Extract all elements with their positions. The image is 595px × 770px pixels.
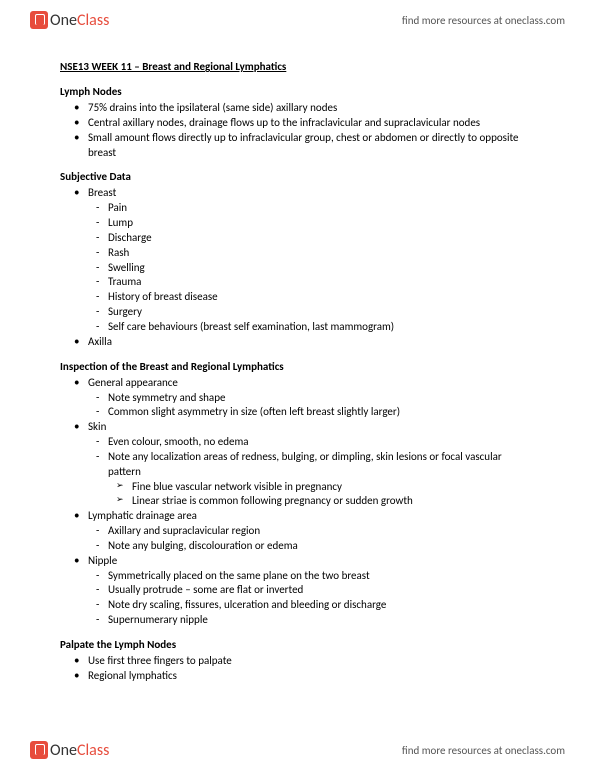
list-item-label: Nipple [88,554,117,567]
list-item: Usually protrude – some are flat or inve… [108,583,535,598]
list-item: History of breast disease [108,290,535,305]
section-header-lymph-nodes: Lymph Nodes [60,85,535,98]
resources-link-top[interactable]: find more resources at oneclass.com [402,14,565,27]
list-item-label: Note any localization areas of redness, … [108,450,502,478]
logo-text-footer: OneClass [50,741,109,760]
list-item: Self care behaviours (breast self examin… [108,320,535,335]
list-item: Common slight asymmetry in size (often l… [108,405,535,420]
nipple-sublist: Symmetrically placed on the same plane o… [88,569,535,628]
list-item: Axilla [88,335,535,350]
list-item: Regional lymphatics [88,669,535,684]
document-title: NSE13 WEEK 11 – Breast and Regional Lymp… [60,60,535,73]
document-content: NSE13 WEEK 11 – Breast and Regional Lymp… [0,40,595,694]
list-item: Fine blue vascular network visible in pr… [132,480,535,495]
list-item: Supernumerary nipple [108,613,535,628]
list-item: Breast Pain Lump Discharge Rash Swelling… [88,186,535,334]
list-item: General appearance Note symmetry and sha… [88,376,535,421]
general-appearance-sublist: Note symmetry and shape Common slight as… [88,391,535,421]
list-item-label: General appearance [88,376,178,389]
lymphatic-drainage-sublist: Axillary and supraclavicular region Note… [88,524,535,554]
list-item: 75% drains into the ipsilateral (same si… [88,101,535,116]
footer-bar: OneClass find more resources at oneclass… [0,730,595,770]
skin-sublist: Even colour, smooth, no edema Note any l… [88,435,535,509]
list-item: Trauma [108,275,535,290]
list-item-label: Breast [88,186,116,199]
list-item: Note any localization areas of redness, … [108,450,535,509]
list-item: Note symmetry and shape [108,391,535,406]
resources-link-bottom[interactable]: find more resources at oneclass.com [402,744,565,757]
list-item: Surgery [108,305,535,320]
subjective-list: Breast Pain Lump Discharge Rash Swelling… [60,186,535,349]
section-header-palpate: Palpate the Lymph Nodes [60,638,535,651]
list-item: Linear striae is common following pregna… [132,494,535,509]
header-bar: OneClass find more resources at oneclass… [0,0,595,40]
list-item: Lump [108,216,535,231]
list-item: Note any bulging, discolouration or edem… [108,539,535,554]
logo: OneClass [30,11,109,30]
list-item-label: Lymphatic drainage area [88,509,197,522]
list-item-label: Skin [88,420,106,433]
list-item: Axillary and supraclavicular region [108,524,535,539]
list-item: Central axillary nodes, drainage flows u… [88,116,535,131]
list-item: Lymphatic drainage area Axillary and sup… [88,509,535,554]
logo-text: OneClass [50,11,109,30]
breast-sublist: Pain Lump Discharge Rash Swelling Trauma… [88,201,535,335]
list-item: Even colour, smooth, no edema [108,435,535,450]
palpate-list: Use first three fingers to palpate Regio… [60,654,535,684]
logo-icon [30,11,48,29]
logo-text-class: Class [77,741,109,760]
logo-icon [30,741,48,759]
logo-footer: OneClass [30,741,109,760]
logo-text-one: One [50,741,77,760]
section-header-inspection: Inspection of the Breast and Regional Ly… [60,360,535,373]
list-item: Pain [108,201,535,216]
list-item: Note dry scaling, fissures, ulceration a… [108,598,535,613]
list-item: Use first three fingers to palpate [88,654,535,669]
lymph-nodes-list: 75% drains into the ipsilateral (same si… [60,101,535,160]
list-item: Rash [108,246,535,261]
logo-text-class: Class [77,11,109,30]
list-item: Nipple Symmetrically placed on the same … [88,554,535,628]
logo-text-one: One [50,11,77,30]
list-item: Swelling [108,261,535,276]
vascular-sublist: Fine blue vascular network visible in pr… [108,480,535,510]
list-item: Discharge [108,231,535,246]
list-item: Skin Even colour, smooth, no edema Note … [88,420,535,509]
inspection-list: General appearance Note symmetry and sha… [60,376,535,628]
section-header-subjective: Subjective Data [60,170,535,183]
list-item: Small amount flows directly up to infrac… [88,131,535,161]
list-item: Symmetrically placed on the same plane o… [108,569,535,584]
